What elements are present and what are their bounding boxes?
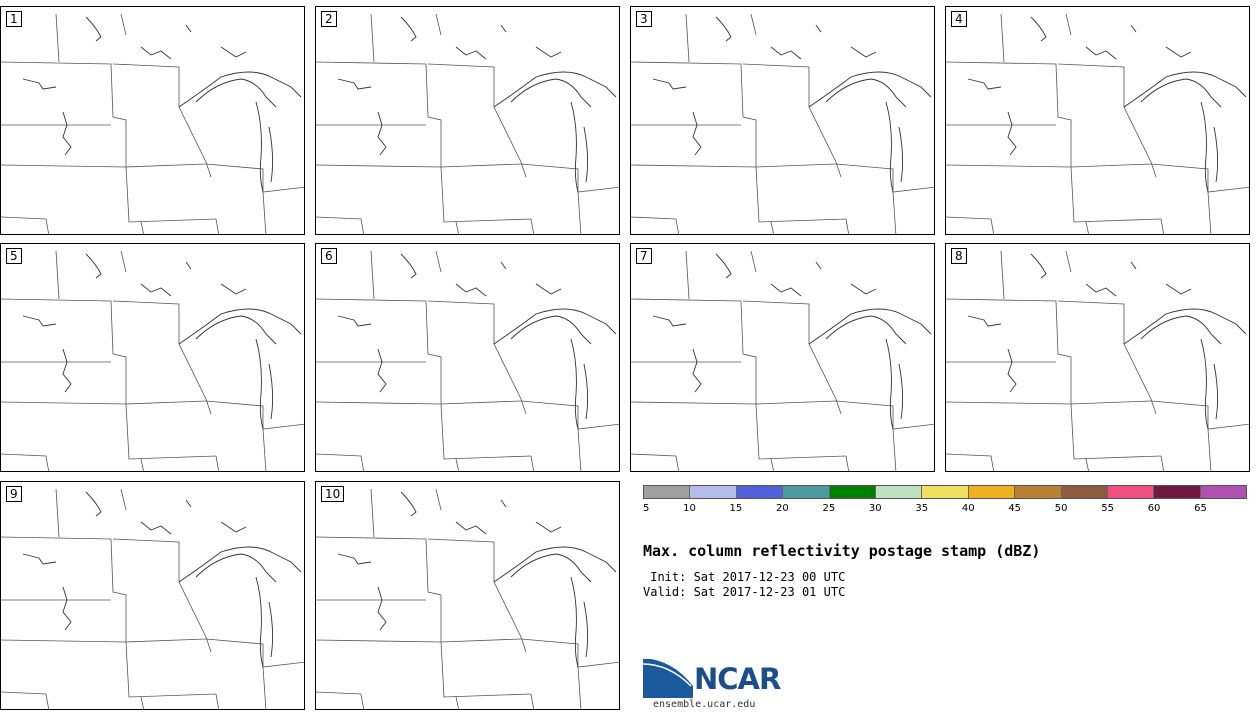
colorbar-swatch (644, 486, 691, 498)
colorbar-swatch (1061, 486, 1108, 498)
map-background (631, 13, 934, 234)
colorbar-tick-label: 5 (643, 503, 650, 514)
panel-label: 6 (321, 248, 337, 264)
figure-title: Max. column reflectivity postage stamp (… (643, 542, 1041, 560)
panel-8: 8 (945, 243, 1250, 472)
colorbar-ticks: 5 10 15 20 25 30 35 40 45 50 55 60 65 (643, 503, 1247, 517)
map-background (631, 250, 934, 471)
map-background (946, 250, 1249, 471)
map-background (946, 13, 1249, 234)
ncar-logo-text: NCAR (694, 662, 781, 696)
colorbar-tick-label: 20 (776, 503, 789, 514)
colorbar-swatch (1107, 486, 1155, 498)
colorbar-swatch (1015, 486, 1062, 498)
panel-label: 7 (636, 248, 652, 264)
colorbar-swatch (922, 486, 969, 498)
panel-5: 5 (0, 243, 305, 472)
colorbar-swatch (736, 486, 784, 498)
colorbar-swatch (875, 486, 923, 498)
colorbar-tick-label: 40 (961, 503, 975, 514)
panel-10: 10 (315, 481, 620, 710)
panel-label: 10 (321, 486, 345, 502)
colorbar-swatch (968, 486, 1016, 498)
colorbar-swatch (1154, 486, 1201, 498)
colorbar-tick-label: 45 (1008, 503, 1022, 514)
map-background (1, 488, 304, 709)
panel-7: 7 (630, 243, 935, 472)
map-background (1, 250, 304, 471)
map-background (316, 250, 619, 471)
colorbar-tick-label: 55 (1101, 503, 1114, 514)
panel-label: 3 (636, 11, 652, 27)
panel-label: 1 (6, 11, 22, 27)
panel-3: 3 (630, 6, 935, 235)
colorbar-tick-label: 25 (822, 503, 836, 514)
site-url: ensemble.ucar.edu (653, 699, 756, 710)
panel-label: 8 (951, 248, 967, 264)
panel-2: 2 (315, 6, 620, 235)
map-background (316, 488, 619, 709)
colorbar-swatch (690, 486, 737, 498)
panel-1: 1 (0, 6, 305, 235)
valid-time: Valid: Sat 2017-12-23 01 UTC (643, 585, 846, 599)
panel-label: 2 (321, 11, 337, 27)
colorbar-tick-label: 60 (1147, 503, 1161, 514)
map-background (1, 13, 304, 234)
init-time: Init: Sat 2017-12-23 00 UTC (643, 570, 846, 584)
panel-9: 9 (0, 481, 305, 710)
panel-label: 4 (951, 11, 967, 27)
panel-6: 6 (315, 243, 620, 472)
ncar-logo-icon (643, 656, 694, 698)
colorbar-swatch (783, 486, 830, 498)
colorbar-tick-label: 35 (915, 503, 929, 514)
colorbar-tick-label: 65 (1194, 503, 1207, 514)
colorbar-tick-label: 30 (868, 503, 882, 514)
colorbar-swatch (1200, 486, 1247, 498)
reflectivity-colorbar (643, 485, 1247, 499)
panel-label: 5 (6, 248, 22, 264)
colorbar-tick-label: 10 (683, 503, 696, 514)
colorbar-tick-label: 50 (1054, 503, 1068, 514)
colorbar-tick-label: 15 (729, 503, 743, 514)
map-background (316, 13, 619, 234)
panel-4: 4 (945, 6, 1250, 235)
panel-label: 9 (6, 486, 22, 502)
colorbar-swatch (829, 486, 876, 498)
